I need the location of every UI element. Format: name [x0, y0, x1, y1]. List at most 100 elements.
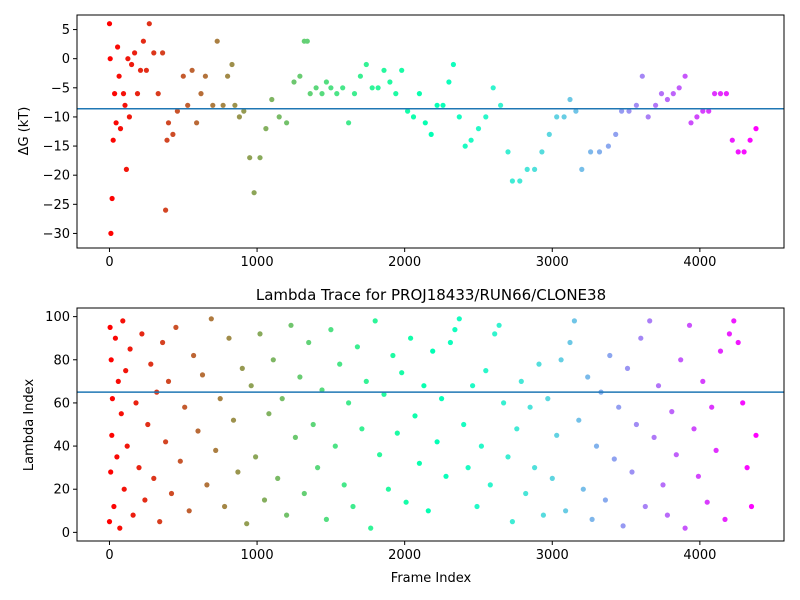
data-point [747, 137, 753, 143]
data-point [744, 465, 750, 471]
data-point [554, 432, 560, 438]
data-point [214, 38, 220, 44]
data-point [706, 108, 712, 114]
lambda-y-ticks: 0 20 40 60 80 100 [45, 310, 77, 541]
data-point [518, 378, 524, 384]
data-point [257, 155, 263, 161]
data-point [157, 519, 163, 525]
data-point [363, 61, 369, 68]
y-tick-label: −5 [51, 81, 70, 96]
data-point [106, 519, 113, 525]
data-point [118, 411, 124, 417]
data-point [251, 190, 257, 196]
data-point [645, 114, 651, 120]
data-point [354, 344, 360, 350]
data-point [573, 108, 579, 114]
data-point [470, 383, 476, 389]
data-point [605, 143, 612, 149]
data-point [129, 61, 135, 68]
data-point [117, 126, 124, 132]
data-point [474, 503, 480, 510]
data-point [498, 102, 504, 108]
y-tick-label: −30 [43, 227, 70, 242]
data-point [160, 339, 166, 346]
data-point [428, 131, 434, 137]
delta-g-panel: 0 1000 2000 3000 4000 5 0 −5 −10 −15 −20 −25 −30 ΔG… [17, 14, 785, 270]
y-tick-label: 5 [62, 23, 70, 38]
data-point [588, 149, 594, 155]
lambda-x-ticks: 0 1000 2000 3000 4000 [105, 541, 716, 563]
data-point [664, 96, 671, 103]
data-point [405, 108, 411, 114]
data-point [189, 67, 195, 73]
data-point [297, 374, 303, 380]
data-point [132, 50, 138, 56]
data-point [199, 372, 206, 378]
data-point [709, 404, 715, 410]
data-point [202, 73, 208, 79]
data-point [642, 503, 648, 510]
data-point [589, 516, 595, 523]
data-point [143, 67, 149, 73]
data-point [120, 318, 126, 324]
data-point [328, 327, 334, 333]
data-point [341, 482, 347, 488]
data-point [579, 166, 585, 172]
data-point [670, 91, 676, 97]
data-point [410, 114, 417, 120]
data-point [492, 331, 498, 337]
x-tick-label: 1000 [241, 548, 274, 563]
y-tick-label: −15 [43, 140, 70, 155]
data-point [357, 73, 363, 79]
data-point [115, 378, 121, 384]
data-point [726, 331, 733, 337]
data-point [170, 131, 176, 137]
data-point [558, 357, 564, 363]
data-point [106, 21, 113, 27]
data-point [232, 102, 238, 108]
data-point [539, 149, 545, 155]
data-point [148, 361, 154, 367]
data-point [633, 102, 640, 108]
lambda-plot-frame [76, 307, 785, 542]
data-point [177, 458, 183, 464]
data-point [443, 473, 449, 479]
x-tick-label: 2000 [388, 255, 421, 270]
data-point [208, 316, 214, 322]
data-point [350, 503, 356, 510]
data-point [712, 91, 718, 97]
data-point [315, 465, 321, 471]
data-point [461, 421, 467, 428]
data-point [182, 404, 188, 410]
data-point [452, 327, 458, 333]
data-point [108, 230, 114, 236]
data-point [450, 61, 456, 68]
data-point [527, 404, 533, 410]
data-point [532, 465, 538, 471]
data-point [381, 391, 387, 397]
data-point [549, 475, 555, 481]
y-tick-label: 80 [53, 353, 70, 368]
data-point [198, 91, 204, 97]
data-point [253, 454, 259, 460]
data-point [204, 482, 210, 488]
data-point [611, 456, 617, 462]
data-point [434, 102, 440, 108]
data-point [638, 335, 644, 341]
data-point [284, 120, 290, 126]
x-tick-label: 0 [105, 548, 113, 563]
y-tick-label: −10 [43, 110, 70, 125]
data-point [688, 120, 694, 126]
data-point [266, 411, 272, 417]
lambda-y-axis-label: Lambda Index [22, 379, 37, 472]
x-tick-label: 3000 [536, 548, 569, 563]
data-point [110, 137, 116, 143]
data-point [660, 482, 666, 488]
lambda-chart-title: Lambda Trace for PROJ18433/RUN66/CLONE38 [256, 286, 606, 304]
data-point [291, 79, 297, 85]
data-point [116, 73, 122, 79]
data-point [626, 108, 632, 114]
data-point [142, 497, 148, 503]
data-point [155, 91, 161, 97]
